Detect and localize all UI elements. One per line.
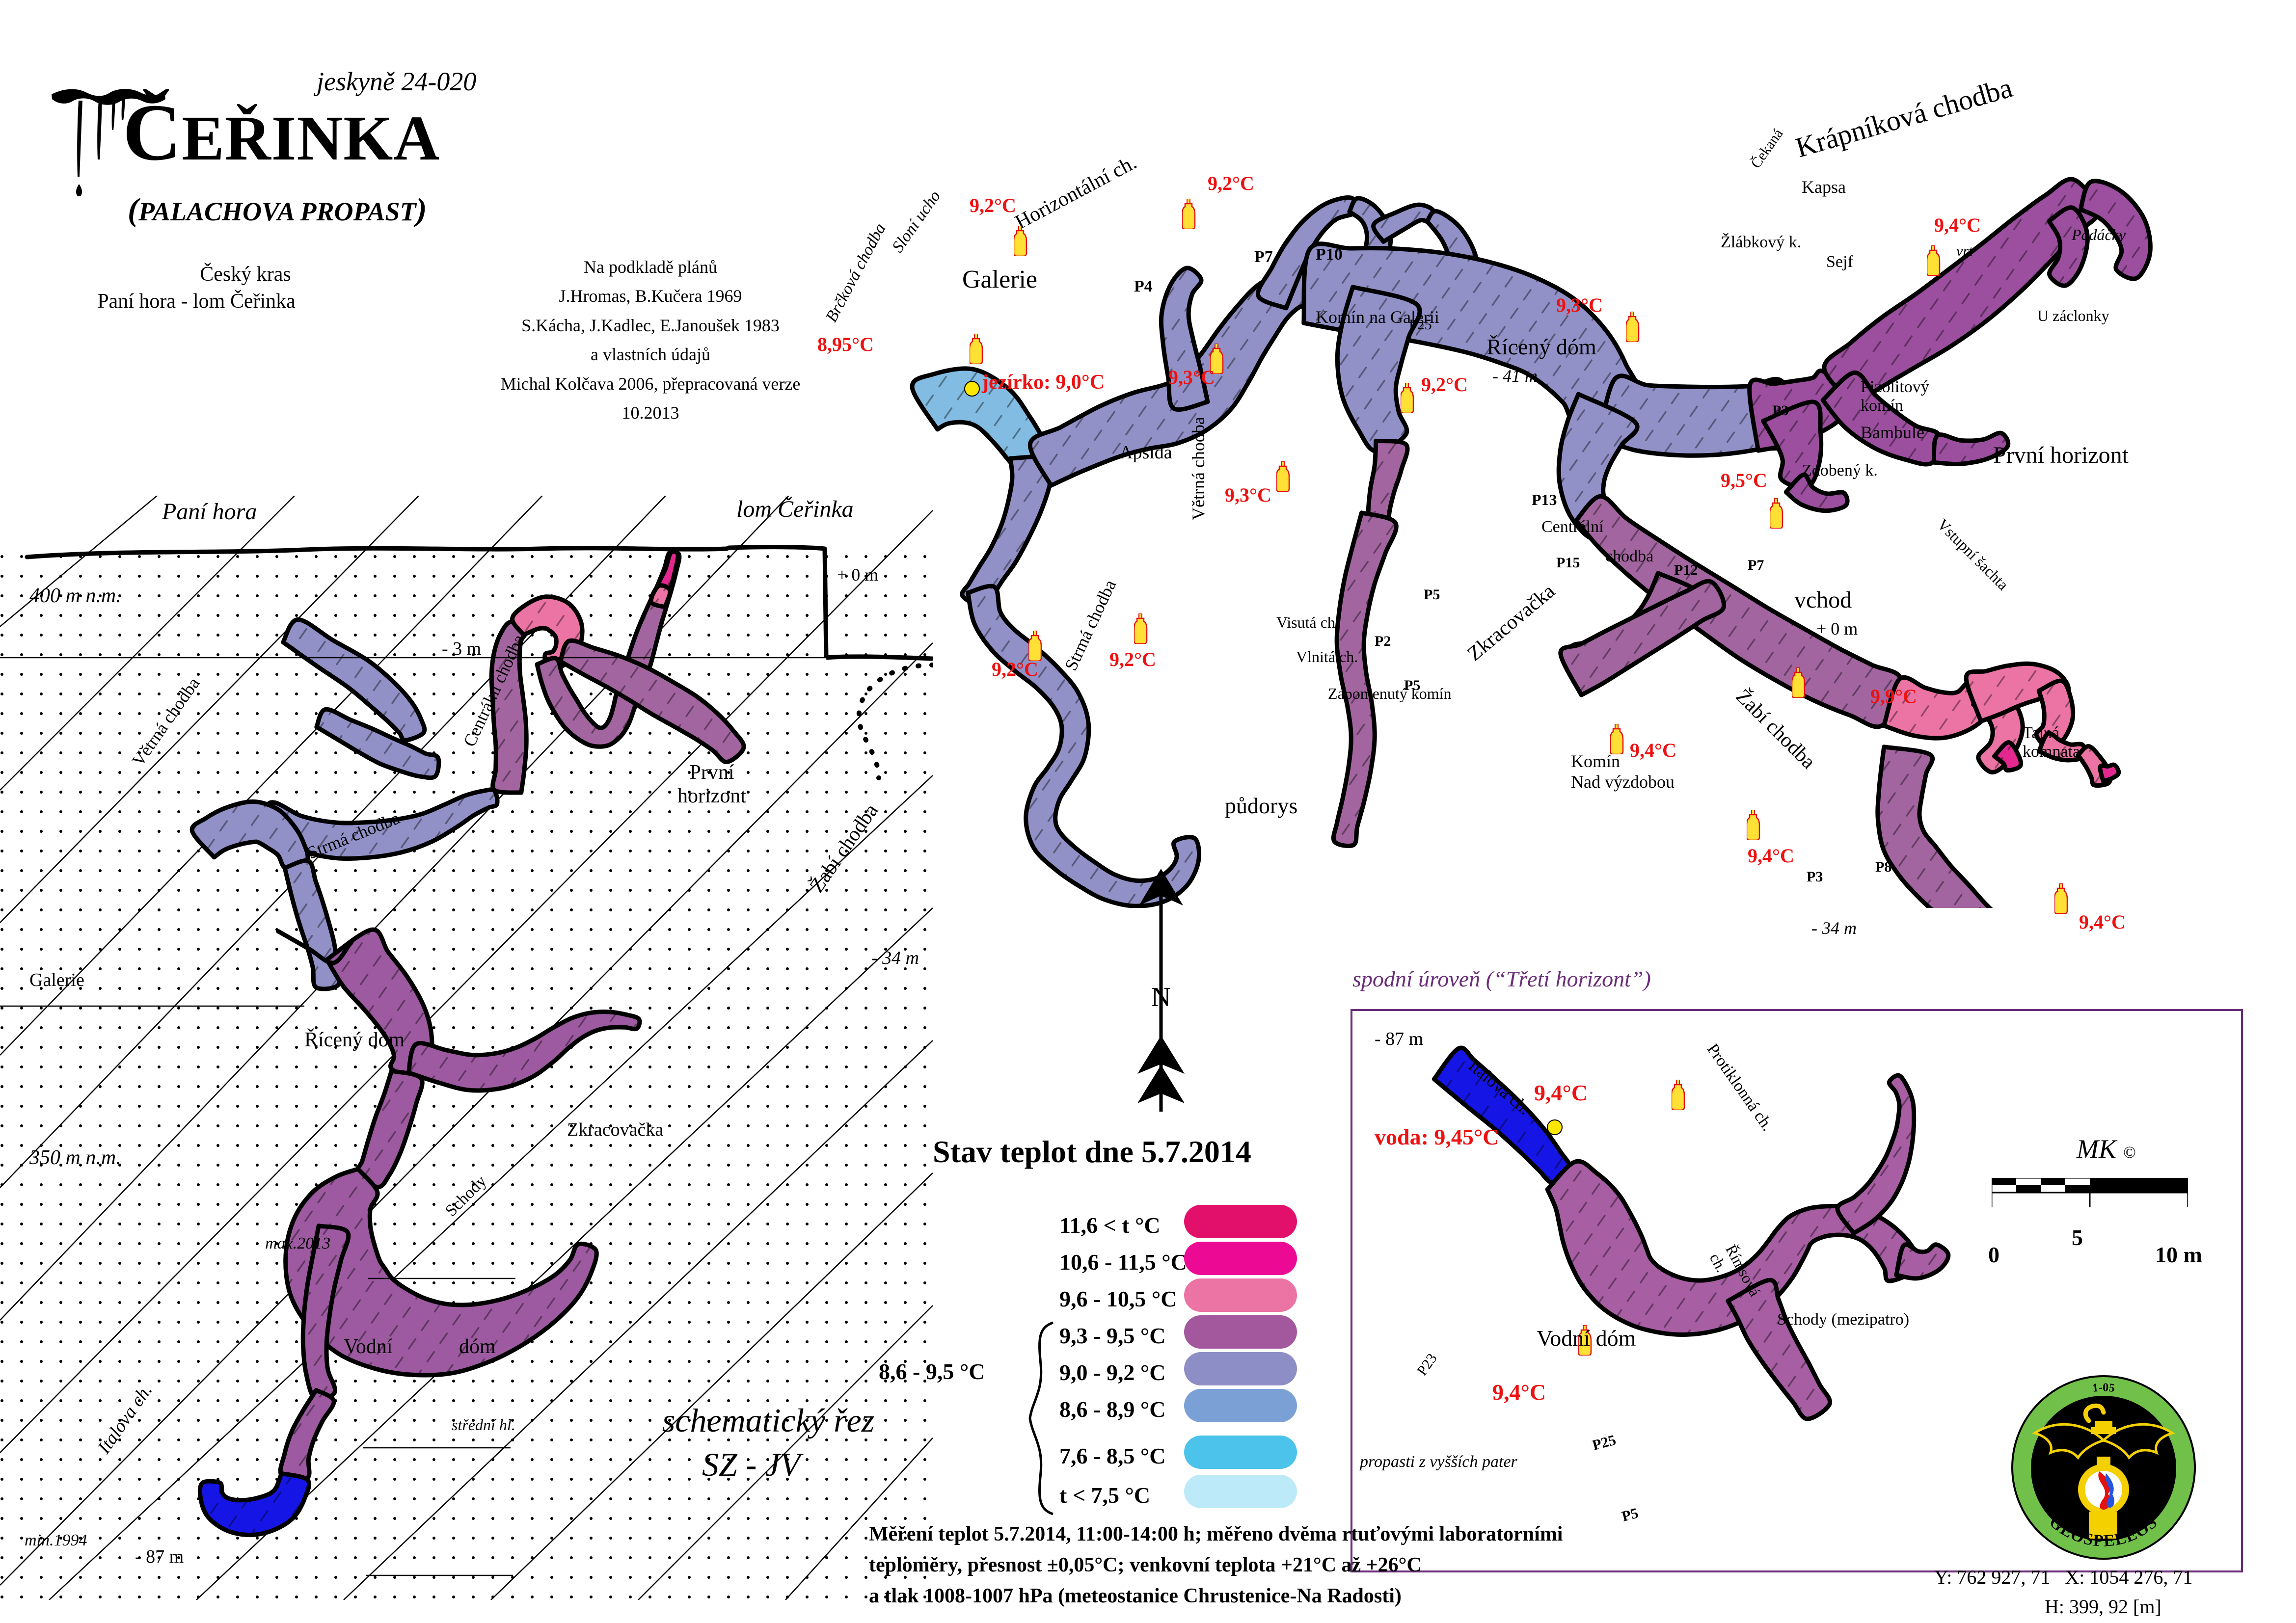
svg-text:N: N [1151, 982, 1171, 1012]
svg-text:1-05: 1-05 [2092, 1381, 2115, 1395]
